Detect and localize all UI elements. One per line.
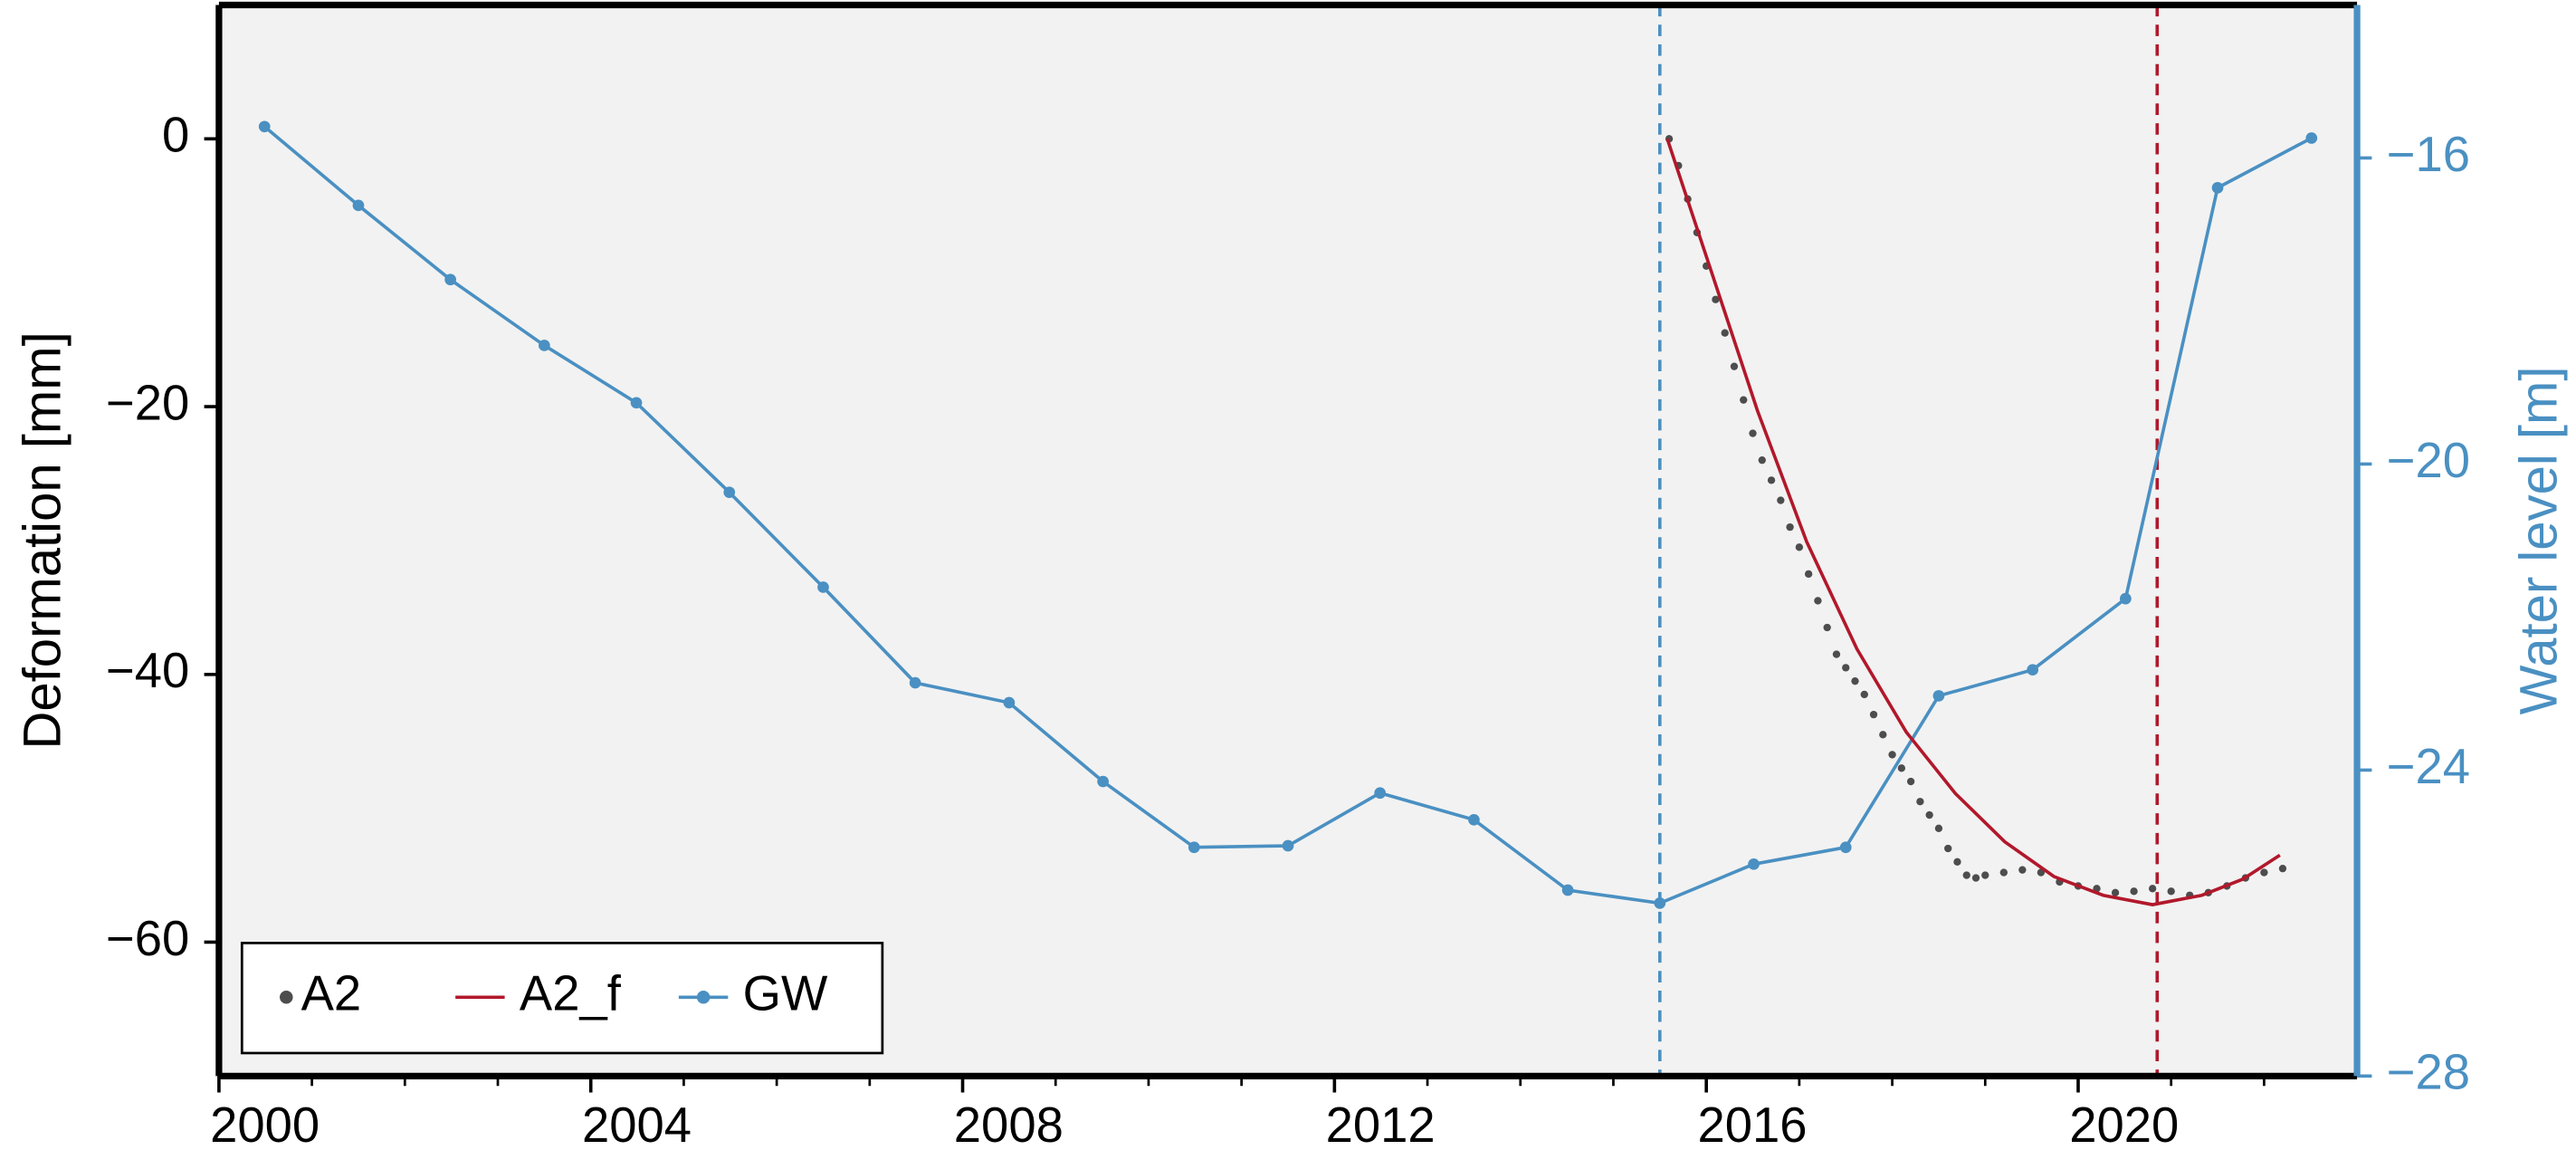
y2-tick-label: −24	[2387, 739, 2470, 794]
y-tick-label: −40	[106, 643, 189, 698]
line-marker	[1097, 775, 1109, 788]
line-marker	[1468, 813, 1480, 826]
data-point	[2018, 866, 2027, 874]
data-point	[1814, 597, 1822, 605]
data-point	[1767, 476, 1776, 484]
x-tick-label: 2004	[582, 1097, 692, 1150]
line-marker	[909, 676, 921, 689]
data-point	[1888, 751, 1896, 759]
plot-area	[258, 5, 2318, 1077]
data-point	[1730, 362, 1739, 370]
data-point	[1842, 664, 1850, 672]
data-point	[1832, 650, 1841, 658]
y2-tick-label: −20	[2387, 433, 2470, 488]
line-marker	[1282, 839, 1294, 852]
y-tick-label: −20	[106, 375, 189, 430]
line-marker	[1561, 884, 1574, 896]
data-point	[2167, 887, 2175, 896]
series-line	[1665, 138, 2281, 906]
line-marker	[723, 486, 736, 499]
data-point	[1804, 570, 1813, 579]
legend-label: GW	[743, 966, 828, 1021]
line-marker	[1932, 690, 1945, 702]
data-point	[1897, 764, 1906, 772]
data-point	[1860, 690, 1868, 699]
data-point	[1851, 676, 1859, 685]
legend-marker	[280, 991, 293, 1004]
line-marker	[1003, 696, 1016, 709]
data-point	[1971, 874, 1980, 882]
line-marker	[539, 340, 550, 351]
data-point	[1823, 623, 1831, 632]
data-point	[1712, 295, 1720, 303]
x-tick-label: 2000	[210, 1097, 320, 1150]
x-tick-label: 2016	[1697, 1097, 1807, 1150]
data-point	[1999, 868, 2008, 877]
y-tick-label: 0	[162, 108, 189, 163]
line-marker	[630, 397, 643, 409]
line-marker	[444, 273, 456, 286]
line-marker	[817, 581, 829, 593]
data-point	[1749, 429, 1757, 437]
data-point	[1786, 522, 1794, 532]
data-point	[1740, 396, 1748, 404]
legend-label: A2	[301, 966, 362, 1021]
line-marker	[2211, 182, 2224, 194]
data-point	[2260, 868, 2268, 877]
line-marker	[1654, 897, 1666, 909]
data-point	[1721, 329, 1729, 337]
line-marker	[2120, 592, 2132, 605]
line-marker	[2027, 664, 2039, 676]
data-point	[1934, 824, 1943, 832]
data-point	[1962, 871, 1970, 879]
legend-box	[240, 942, 884, 1055]
y2-tick-label: −28	[2387, 1045, 2470, 1100]
line-marker	[1374, 787, 1387, 800]
data-point	[2148, 885, 2157, 893]
data-point	[1906, 777, 1915, 786]
y2-axis-label: Water level [m]	[2509, 366, 2568, 714]
data-point	[1981, 871, 1989, 879]
legend-label: A2_f	[520, 966, 622, 1021]
data-point	[2111, 888, 2120, 896]
data-point	[1795, 543, 1804, 551]
data-point	[1916, 798, 1924, 806]
legend-marker	[696, 991, 711, 1004]
plot-background	[218, 5, 2358, 1077]
data-point	[2278, 864, 2287, 873]
data-point	[1925, 810, 1933, 819]
x-tick-label: 2020	[2069, 1097, 2179, 1150]
legend: A2 A2_f GW	[240, 942, 884, 1055]
line-marker	[1839, 841, 1852, 854]
y2-tick-label: −16	[2387, 127, 2470, 182]
y-axis-label: Deformation [mm]	[14, 331, 72, 749]
line-marker	[1748, 858, 1760, 870]
line-marker	[1188, 841, 1200, 854]
line-marker	[258, 120, 271, 133]
x-tick-label: 2012	[1326, 1097, 1436, 1150]
x-tick-label: 2008	[954, 1097, 1064, 1150]
data-point	[1879, 731, 1887, 739]
data-point	[1869, 710, 1878, 719]
data-point	[1944, 844, 1952, 853]
y-tick-label: −60	[106, 911, 189, 966]
line-marker	[2305, 132, 2318, 144]
data-point	[1777, 496, 1785, 504]
data-point	[1953, 858, 1961, 866]
line-marker	[352, 199, 365, 212]
data-point	[1758, 456, 1766, 465]
data-point	[2130, 887, 2138, 896]
